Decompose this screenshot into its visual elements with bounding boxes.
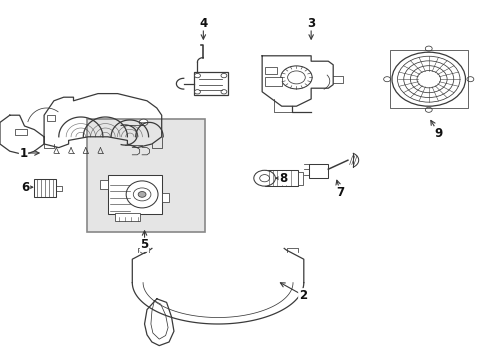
Text: 7: 7 (337, 186, 344, 199)
Bar (194, 72, 228, 95)
Circle shape (195, 73, 200, 78)
Bar (265, 170, 298, 186)
Circle shape (417, 71, 441, 88)
Text: 3: 3 (307, 17, 315, 30)
Circle shape (254, 170, 275, 186)
Bar (115, 213, 140, 221)
Circle shape (138, 192, 146, 197)
Circle shape (384, 77, 391, 82)
Bar (390, 50, 468, 108)
Bar (309, 164, 328, 178)
Circle shape (281, 66, 312, 89)
Circle shape (133, 188, 151, 201)
Text: 8: 8 (279, 172, 287, 185)
Bar (298, 172, 303, 185)
Bar (265, 67, 277, 74)
Bar (100, 180, 108, 189)
Circle shape (288, 71, 305, 84)
Circle shape (260, 175, 270, 182)
Bar (87, 119, 205, 232)
Ellipse shape (126, 181, 158, 208)
Circle shape (397, 56, 460, 102)
Circle shape (195, 90, 200, 94)
Circle shape (425, 107, 432, 112)
Text: 2: 2 (299, 289, 307, 302)
Bar (108, 175, 162, 214)
Circle shape (425, 46, 432, 51)
Bar (34, 179, 56, 197)
Bar (162, 193, 169, 202)
Text: 9: 9 (435, 127, 442, 140)
Circle shape (467, 77, 474, 82)
Circle shape (411, 66, 447, 93)
Bar (15, 129, 27, 135)
Circle shape (140, 248, 147, 253)
Circle shape (221, 73, 227, 78)
Text: 1: 1 (20, 147, 27, 159)
Circle shape (392, 52, 465, 106)
Bar (47, 115, 55, 121)
Bar (265, 77, 282, 86)
Text: 4: 4 (199, 17, 207, 30)
Text: 6: 6 (22, 181, 29, 194)
Circle shape (221, 90, 227, 94)
Circle shape (139, 119, 148, 126)
Text: 5: 5 (141, 238, 148, 251)
Circle shape (404, 61, 454, 98)
